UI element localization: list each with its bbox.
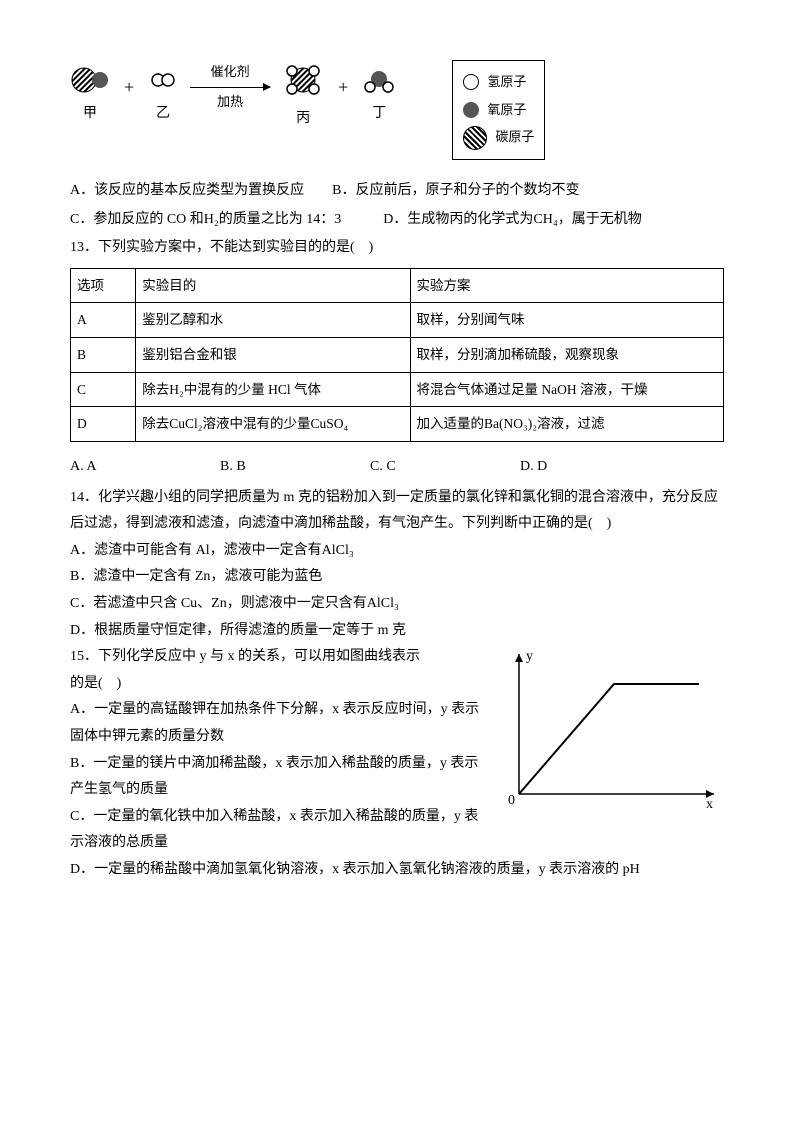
q15-graph: 0 x y	[494, 644, 724, 814]
table-header-row: 选项 实验目的 实验方案	[71, 268, 724, 303]
legend-h-row: 氢原子	[463, 70, 534, 95]
carbon-atom-icon	[463, 126, 487, 150]
label-jia: 甲	[83, 101, 97, 128]
col-option: 选项	[71, 268, 136, 303]
q13-table: 选项 实验目的 实验方案 A鉴别乙醇和水取样，分别闻气味 B鉴别铝合金和银取样，…	[70, 268, 724, 442]
q14-option-a: A．滤渣中可能含有 Al，滤液中一定含有AlCl₃	[70, 538, 724, 565]
q12-option-ab: A．该反应的基本反应类型为置换反应 B．反应前后，原子和分子的个数均不变	[70, 178, 724, 205]
catalyst-label: 催化剂	[211, 60, 250, 85]
plus-1: +	[124, 70, 134, 122]
svg-text:0: 0	[508, 793, 515, 808]
label-ding: 丁	[372, 101, 386, 128]
arrow-line	[190, 87, 270, 88]
molecule-jia-svg	[70, 65, 110, 95]
graph-svg: 0 x y	[494, 644, 724, 814]
q13-choices: A. A B. B C. C D. D	[70, 454, 724, 481]
col-purpose: 实验目的	[136, 268, 410, 303]
plus-2: +	[338, 70, 348, 122]
table-row: D除去CuCl₂溶液中混有的少量CuSO₄加入适量的Ba(NO₃)₂溶液，过滤	[71, 407, 724, 442]
q15-block: 0 x y 15．下列化学反应中 y 与 x 的关系，可以用如图曲线表示 的是(…	[70, 644, 724, 883]
q13-choice-b: B. B	[220, 454, 370, 481]
q12-option-cd: C．参加反应的 CO 和H₂的质量之比为 14：3 D．生成物丙的化学式为CH₄…	[70, 207, 724, 234]
q14-option-c: C．若滤渣中只含 Cu、Zn，则滤液中一定只含有AlCl₃	[70, 591, 724, 618]
hydrogen-atom-icon	[463, 74, 479, 90]
q13-choice-c: C. C	[370, 454, 520, 481]
legend-c-label: 碳原子	[495, 125, 534, 150]
legend-h-label: 氢原子	[487, 70, 526, 95]
heat-label: 加热	[217, 90, 243, 115]
atom-legend: 氢原子 氧原子 碳原子	[452, 60, 545, 160]
q13-choice-a: A. A	[70, 454, 220, 481]
q14-option-d: D．根据质量守恒定律，所得滤渣的质量一定等于 m 克	[70, 618, 724, 645]
label-bing: 丙	[296, 106, 310, 133]
label-yi: 乙	[156, 101, 170, 128]
legend-o-label: 氧原子	[487, 98, 526, 123]
molecule-jia: 甲	[70, 65, 110, 128]
q13-choice-d: D. D	[520, 454, 670, 481]
table-row: A鉴别乙醇和水取样，分别闻气味	[71, 303, 724, 338]
svg-text:y: y	[526, 649, 533, 664]
molecule-yi: 乙	[148, 65, 178, 128]
molecule-bing-svg	[282, 60, 324, 100]
q14-option-b: B．滤渣中一定含有 Zn，滤液可能为蓝色	[70, 564, 724, 591]
table-row: B鉴别铝合金和银取样，分别滴加稀硫酸，观察现象	[71, 338, 724, 373]
molecule-bing: 丙	[282, 60, 324, 133]
q13-stem: 13．下列实验方案中，不能达到实验目的的是( )	[70, 235, 724, 262]
oxygen-atom-icon	[463, 102, 479, 118]
legend-c-row: 碳原子	[463, 125, 534, 150]
col-plan: 实验方案	[410, 268, 723, 303]
molecule-ding-svg	[362, 65, 396, 95]
molecule-yi-svg	[148, 65, 178, 95]
legend-o-row: 氧原子	[463, 98, 534, 123]
reaction-diagram: 甲 + 乙 催化剂 加热 丙 +	[70, 60, 724, 160]
reaction-arrow: 催化剂 加热	[190, 60, 270, 132]
reaction-equation: 甲 + 乙 催化剂 加热 丙 +	[70, 60, 396, 133]
svg-text:x: x	[706, 797, 713, 812]
table-row: C除去H₂中混有的少量 HCl 气体将混合气体通过足量 NaOH 溶液，干燥	[71, 372, 724, 407]
q14-stem: 14．化学兴趣小组的同学把质量为 m 克的铝粉加入到一定质量的氯化锌和氯化铜的混…	[70, 485, 724, 538]
q15-option-d: D．一定量的稀盐酸中滴加氢氧化钠溶液，x 表示加入氢氧化钠溶液的质量，y 表示溶…	[70, 857, 724, 884]
molecule-ding: 丁	[362, 65, 396, 128]
